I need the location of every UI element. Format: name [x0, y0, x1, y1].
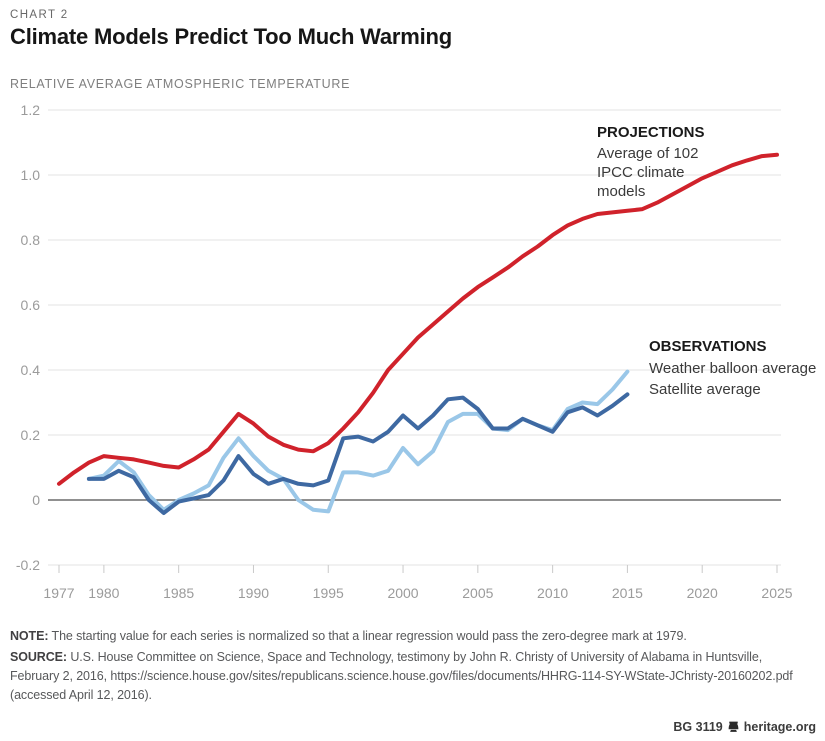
x-tick-label: 2000 — [387, 585, 418, 601]
note-label: NOTE: — [10, 629, 49, 643]
balloon-series-label: Weather balloon average — [649, 360, 817, 377]
y-tick-label: 1.0 — [21, 167, 41, 183]
publisher-site: heritage.org — [743, 720, 816, 734]
y-tick-label: 1.2 — [21, 102, 41, 118]
satellite-series-label: Satellite average — [649, 381, 761, 398]
projections-description-line: models — [597, 183, 646, 200]
note-text: The starting value for each series is no… — [51, 629, 687, 643]
x-tick-label: 1995 — [313, 585, 344, 601]
projections-line — [57, 152, 779, 486]
x-tick-label: 2010 — [537, 585, 568, 601]
x-tick-label: 2025 — [761, 585, 792, 601]
page-title: Climate Models Predict Too Much Warming — [10, 24, 453, 49]
x-tick-label: 1980 — [88, 585, 119, 601]
satellite-line — [86, 392, 630, 515]
y-tick-label: 0.4 — [21, 362, 41, 378]
chart-kicker: CHART 2 — [10, 9, 69, 21]
x-tick-label: 2020 — [687, 585, 718, 601]
projections-label: PROJECTIONS — [597, 124, 705, 141]
chart-source: SOURCE: U.S. House Committee on Science,… — [10, 648, 793, 705]
source-label: SOURCE: — [10, 650, 67, 664]
report-id: BG 3119 — [673, 720, 723, 734]
projections-description-line: Average of 102 — [597, 145, 699, 162]
y-tick-label: -0.2 — [16, 557, 40, 573]
x-tick-label: 2005 — [462, 585, 493, 601]
x-tick-label: 1985 — [163, 585, 194, 601]
y-tick-label: 0.6 — [21, 297, 41, 313]
projections-description-line: IPCC climate — [597, 164, 685, 181]
source-line: February 2, 2016, https://science.house.… — [10, 669, 793, 683]
observations-label: OBSERVATIONS — [649, 338, 767, 355]
source-line: SOURCE: U.S. House Committee on Science,… — [10, 648, 793, 667]
heritage-bell-icon — [728, 721, 739, 732]
publication-credit: BG 3119 heritage.org — [673, 720, 816, 734]
source-line: (accessed April 12, 2016). — [10, 688, 152, 702]
y-tick-label: 0 — [32, 492, 40, 508]
observations-annotation: OBSERVATIONS Weather balloon average Sat… — [649, 338, 816, 400]
x-tick-label: 1990 — [238, 585, 269, 601]
y-tick-label: 0.2 — [21, 427, 41, 443]
x-tick-label: 1977 — [43, 585, 74, 601]
balloon-line — [86, 369, 630, 514]
y-tick-label: 0.8 — [21, 232, 41, 248]
source-text: U.S. House Committee on Science, Space a… — [70, 650, 763, 664]
x-tick-label: 2015 — [612, 585, 643, 601]
chart-note: NOTE: The starting value for each series… — [10, 629, 687, 643]
projections-annotation: PROJECTIONS Average of 102 IPCC climate … — [597, 124, 705, 201]
y-axis-units-label: RELATIVE AVERAGE ATMOSPHERIC TEMPERATURE — [10, 77, 351, 91]
